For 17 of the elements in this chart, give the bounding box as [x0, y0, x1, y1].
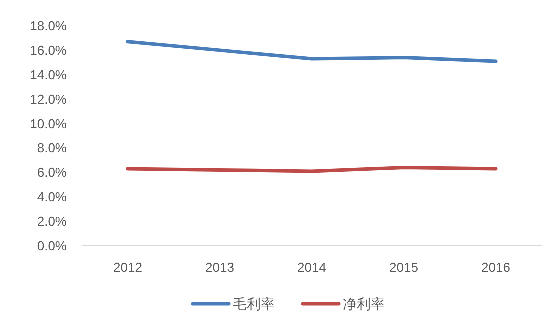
x-tick-label: 2013 — [206, 260, 234, 275]
x-tick-label: 2015 — [390, 260, 418, 275]
y-tick-label: 4.0% — [37, 190, 68, 205]
legend-label: 净利率 — [343, 296, 385, 312]
y-tick-label: 10.0% — [30, 116, 68, 132]
legend-label: 毛利率 — [233, 296, 275, 312]
y-tick-label: 18.0% — [30, 18, 68, 34]
y-tick-label: 14.0% — [30, 67, 68, 82]
y-tick-label: 16.0% — [30, 42, 68, 58]
y-tick-label: 12.0% — [30, 92, 68, 107]
x-tick-label: 2016 — [482, 260, 510, 275]
y-tick-label: 0.0% — [37, 238, 68, 254]
y-tick-label: 2.0% — [37, 214, 68, 230]
y-tick-label: 6.0% — [37, 165, 68, 180]
x-tick-label: 2012 — [114, 260, 142, 275]
y-tick-label: 8.0% — [37, 140, 68, 156]
x-tick-label: 2014 — [298, 260, 326, 275]
